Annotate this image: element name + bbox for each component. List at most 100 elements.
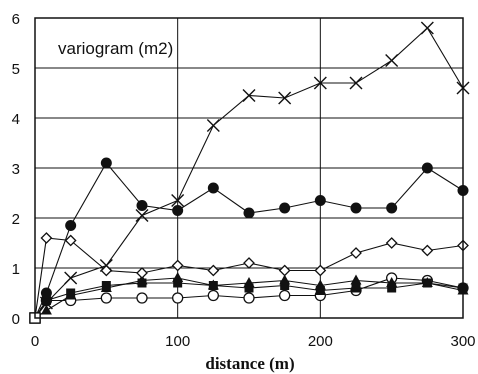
data-point — [40, 304, 52, 315]
data-point — [314, 264, 327, 277]
data-point — [65, 289, 77, 300]
data-point — [278, 91, 292, 105]
data-point — [207, 289, 219, 302]
cross-marker-stroke — [206, 119, 220, 132]
cross-marker-stroke — [349, 76, 363, 90]
data-point — [243, 292, 255, 304]
filled-circle-marker — [172, 205, 184, 216]
filled-circle-marker — [40, 287, 52, 299]
data-point — [280, 281, 290, 290]
data-point — [136, 292, 148, 304]
series-line — [34, 162, 464, 319]
data-point — [242, 89, 256, 102]
filled-triangle-marker — [386, 277, 398, 287]
filled-triangle-marker — [314, 279, 326, 290]
cross-marker-stroke — [39, 296, 53, 310]
x-tick-label: 100 — [165, 333, 190, 350]
open-diamond-marker — [40, 232, 53, 244]
data-point — [41, 296, 51, 305]
filled-square-marker — [351, 283, 361, 293]
filled-triangle-marker — [279, 274, 291, 285]
data-point — [40, 287, 52, 299]
cross-marker-stroke — [242, 89, 256, 102]
data-point — [64, 271, 78, 285]
data-point — [100, 292, 112, 304]
x-tick-label: 300 — [450, 333, 475, 350]
filled-circle-marker — [65, 220, 77, 231]
filled-circle-marker — [279, 202, 291, 214]
filled-triangle-marker — [243, 277, 255, 287]
y-tick-label: 2 — [12, 211, 20, 228]
filled-square-marker — [41, 296, 51, 305]
data-point — [350, 202, 362, 214]
series-line — [34, 237, 464, 319]
plot-frame — [34, 17, 464, 319]
data-point — [385, 237, 398, 249]
data-point — [207, 264, 220, 277]
data-point — [40, 232, 53, 244]
data-point — [349, 76, 363, 90]
series-cross — [29, 21, 470, 324]
filled-circle-marker — [314, 195, 326, 206]
open-diamond-marker — [421, 244, 434, 257]
filled-triangle-marker — [65, 289, 77, 300]
data-point — [350, 247, 362, 259]
filled-triangle-marker — [172, 272, 184, 282]
data-point — [387, 283, 397, 293]
data-point — [279, 274, 291, 285]
data-point — [315, 286, 325, 295]
data-point — [136, 267, 148, 279]
data-point — [386, 202, 398, 214]
series-layer — [29, 21, 470, 324]
x-tick-label: 0 — [31, 333, 39, 350]
open-diamond-marker — [385, 237, 398, 249]
grid — [35, 18, 463, 318]
data-point — [172, 272, 184, 282]
data-point — [421, 244, 434, 257]
series-line — [34, 27, 464, 319]
y-tick-label: 6 — [12, 11, 20, 28]
data-point — [171, 194, 185, 207]
data-point — [278, 264, 291, 277]
data-point — [65, 220, 77, 231]
y-tick-label: 5 — [12, 61, 20, 78]
data-point — [314, 279, 326, 290]
cross-marker-stroke — [385, 54, 399, 67]
cross-marker-stroke — [64, 271, 78, 285]
open-circle-marker — [243, 292, 255, 304]
y-tick-label: 1 — [12, 261, 20, 278]
filled-circle-marker — [243, 207, 255, 219]
data-point — [279, 289, 291, 302]
x-tick-label: 200 — [308, 333, 333, 350]
filled-triangle-marker — [207, 279, 219, 290]
series-line — [34, 282, 464, 319]
data-point — [100, 282, 112, 292]
open-diamond-marker — [350, 247, 362, 259]
open-diamond-marker — [278, 264, 291, 277]
tick-labels: 0 1 2 3 4 5 6 0 100 200 300 — [12, 11, 476, 350]
open-diamond-marker — [207, 264, 220, 277]
data-point — [386, 277, 398, 287]
data-point — [243, 277, 255, 287]
data-point — [421, 162, 433, 174]
data-point — [172, 292, 184, 304]
cross-marker-stroke — [135, 209, 149, 222]
filled-triangle-marker — [421, 277, 433, 287]
data-point — [279, 202, 291, 214]
data-point — [421, 277, 433, 287]
open-circle-marker — [136, 292, 148, 304]
data-point — [99, 259, 113, 272]
cross-marker-stroke — [171, 194, 185, 207]
open-diamond-marker — [314, 264, 327, 277]
data-point — [243, 207, 255, 219]
data-point — [350, 274, 362, 285]
series-line — [34, 277, 464, 319]
data-point — [39, 296, 53, 310]
y-tick-label: 4 — [12, 111, 20, 128]
filled-square-marker — [173, 278, 183, 288]
filled-triangle-marker — [100, 282, 112, 292]
filled-circle-marker — [100, 157, 112, 169]
open-diamond-marker — [136, 267, 148, 279]
data-point — [136, 200, 148, 211]
